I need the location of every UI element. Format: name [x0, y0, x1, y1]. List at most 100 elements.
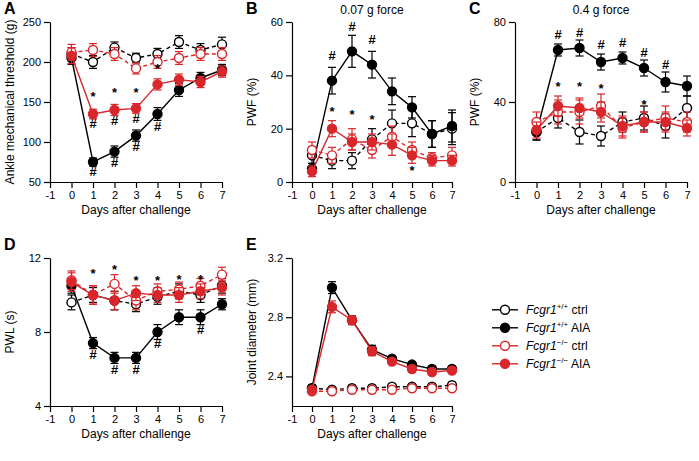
error-bar — [197, 288, 205, 303]
error-bar-cap — [175, 324, 183, 325]
data-point — [597, 108, 606, 117]
x-tick-label: 1 — [329, 413, 335, 425]
data-point — [408, 384, 417, 393]
y-tick: 150 — [23, 96, 50, 108]
error-bar-cap — [89, 43, 97, 44]
y-tick: 60 — [271, 16, 292, 28]
x-tick-label: 2 — [112, 189, 118, 201]
error-bar — [619, 112, 627, 132]
panel-letter: D — [4, 236, 16, 253]
error-bar-cap — [683, 95, 691, 96]
x-tick-mark — [601, 182, 602, 188]
y-tick: 0 — [277, 176, 292, 188]
error-bar-cap — [328, 300, 336, 301]
x-tick: 2 — [112, 406, 118, 425]
error-bar-cap — [619, 63, 627, 64]
data-point — [308, 167, 317, 176]
error-bar — [597, 126, 605, 146]
y-axis: 2.42.83.2 — [268, 252, 293, 406]
series — [532, 40, 692, 140]
error-bar — [448, 110, 456, 142]
error-bar — [408, 147, 416, 163]
error-bar-cap — [662, 131, 670, 132]
error-bar-cap — [619, 135, 627, 136]
y-tick: 50 — [29, 176, 50, 188]
data-point — [110, 296, 119, 305]
x-tick: 3 — [369, 406, 375, 425]
significance-mark: * — [641, 97, 647, 112]
error-bar — [68, 48, 76, 64]
x-tick: 5 — [176, 182, 182, 201]
y-tick: 40 — [271, 69, 292, 81]
y-tick-mark — [286, 258, 292, 259]
significance-mark: * — [133, 273, 139, 288]
error-bar-cap — [197, 43, 205, 44]
data-point — [368, 60, 377, 69]
y-axis-title: Ankle mechanical threshold (g) — [3, 20, 17, 185]
error-bar-cap — [683, 119, 691, 120]
x-tick: 4 — [389, 406, 395, 425]
error-bar-cap — [683, 135, 691, 136]
data-point — [554, 102, 563, 111]
panel-letter: C — [469, 0, 481, 17]
error-bar — [662, 114, 670, 138]
error-bar — [640, 112, 648, 132]
x-tick: -1 — [288, 406, 298, 425]
x-tick-label: 2 — [112, 413, 118, 425]
error-bar-cap — [388, 155, 396, 156]
x-tick-mark — [536, 182, 537, 188]
data-point — [89, 291, 98, 300]
plot-area — [308, 35, 457, 176]
significance-mark: * — [409, 163, 415, 178]
data-point — [110, 353, 119, 362]
x-tick-label: -1 — [511, 189, 521, 201]
error-bar — [132, 53, 140, 63]
significance-mark: # — [576, 25, 584, 40]
y-tick-label: 40 — [494, 96, 506, 108]
data-point — [328, 387, 337, 396]
significance-mark: # — [640, 45, 648, 60]
x-axis-title: Days after challenge — [317, 203, 427, 217]
error-bar — [175, 52, 183, 65]
data-point — [448, 156, 457, 165]
error-bar — [68, 295, 76, 310]
data-point — [661, 118, 670, 127]
error-bar-cap — [368, 77, 376, 78]
error-bar — [408, 97, 416, 118]
error-bar-cap — [408, 136, 416, 137]
error-bar-cap — [619, 51, 627, 52]
y-axis-title: PWF (%) — [245, 78, 259, 127]
error-bar-cap — [388, 125, 396, 126]
series — [308, 282, 457, 393]
y-tick-label: 150 — [23, 96, 41, 108]
error-bar-cap — [683, 95, 691, 96]
error-bar — [683, 120, 691, 136]
error-bar — [218, 299, 226, 310]
data-point — [328, 124, 337, 133]
x-tick: 1 — [329, 182, 335, 201]
plot-area — [67, 36, 227, 167]
y-tick: 20 — [271, 123, 292, 135]
error-bar-cap — [328, 136, 336, 137]
data-point — [67, 51, 76, 60]
x-tick-mark — [200, 406, 201, 412]
error-bar-cap — [597, 125, 605, 126]
error-bar-cap — [554, 115, 562, 116]
error-bar — [533, 124, 541, 140]
data-point — [368, 385, 377, 394]
error-bar — [576, 100, 584, 124]
y-tick-label: 2.8 — [268, 311, 283, 323]
data-point — [388, 87, 397, 96]
legend-item: Fcgr1−/− AIA — [492, 356, 590, 371]
y-tick: 2.8 — [268, 311, 292, 323]
series-line — [312, 123, 452, 160]
error-bar — [89, 56, 97, 69]
significance-mark: # — [197, 322, 205, 337]
data-point — [196, 313, 205, 322]
x-tick: 7 — [219, 182, 225, 201]
x-tick-mark — [93, 406, 94, 412]
error-bar-cap — [111, 291, 119, 292]
x-tick: 2 — [112, 182, 118, 201]
error-bar-cap — [197, 298, 205, 299]
y-tick: 3.2 — [268, 252, 292, 264]
